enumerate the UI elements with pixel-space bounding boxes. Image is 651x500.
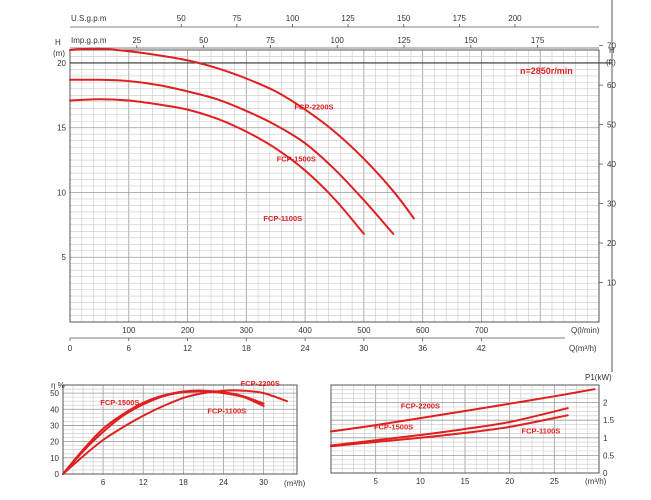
flow-tick-label-m3h: 42 (477, 344, 486, 353)
efficiency-tick-label: 30 (50, 421, 59, 430)
usgpm-tick-label: 75 (232, 14, 241, 23)
head-tick-label-ft: 20 (607, 239, 616, 248)
efficiency-tick-label: 10 (50, 454, 59, 463)
head-curve-label-fcp-1100s: FCP-1100S (263, 214, 302, 223)
power-curve-label-fcp-1500s: FCP-1500S (374, 422, 413, 431)
head-tick-label-ft: 10 (607, 279, 616, 288)
impgpm-tick-label: 50 (199, 36, 208, 45)
flow-tick-label-lmin: 100 (122, 326, 136, 335)
impgpm-tick-label: 100 (331, 36, 345, 45)
efficiency-x-unit: (m³/h) (284, 479, 306, 488)
head-curve-fcp-2200s (69, 47, 415, 220)
efficiency-tick-label: 40 (50, 405, 59, 414)
plot-frame (62, 384, 298, 475)
plot-frame (330, 384, 600, 474)
usgpm-tick-label: 150 (397, 14, 411, 23)
power-x-tick-label: 15 (461, 477, 470, 486)
head-tick-label-ft: 60 (607, 81, 616, 90)
flow-tick-label-lmin: 200 (181, 326, 195, 335)
efficiency-x-tick-label: 18 (179, 478, 188, 487)
head-curve-fcp-1100s (69, 98, 365, 235)
impgpm-tick-label: 150 (464, 36, 478, 45)
efficiency-x-tick-label: 12 (139, 478, 148, 487)
speed-annotation: n=2850r/min (520, 66, 573, 76)
flow-tick-label-m3h: 24 (301, 344, 310, 353)
head-axis-label-left: H (55, 38, 61, 47)
usgpm-tick-label: 100 (286, 14, 300, 23)
efficiency-curve-label-fcp-1500s: FCP-1500S (100, 398, 139, 407)
flow-tick-label-m3h: 30 (359, 344, 368, 353)
head-curve-label-fcp-1500s: FCP-1500S (277, 154, 316, 163)
impgpm-tick-label: 25 (132, 36, 141, 45)
efficiency-chart: 0 10 20 30 40 50 6 12 18 24 30 FCP-2200S FCP-1500S FC… (50, 379, 298, 487)
flow-tick-label-lmin: 700 (475, 326, 489, 335)
impgpm-tick-label: 75 (266, 36, 275, 45)
impgpm-tick-label: 175 (531, 36, 545, 45)
power-tick-label: 0 (603, 469, 608, 478)
flow-tick-label-m3h: 0 (68, 344, 73, 353)
efficiency-tick-label: 0 (55, 470, 60, 479)
efficiency-x-tick-label: 24 (219, 478, 228, 487)
flow-tick-label-lmin: 300 (240, 326, 254, 335)
efficiency-x-tick-label: 6 (101, 478, 106, 487)
head-tick-label-ft: 30 (607, 200, 616, 209)
head-tick-label-ft: 50 (607, 121, 616, 130)
power-axis-label: P1(kW) (585, 373, 612, 382)
power-x-tick-label: 5 (373, 477, 378, 486)
power-x-unit: (m³/h) (585, 477, 607, 486)
head-curve-fcp-1500s (69, 78, 395, 235)
head-axis-unit-right: (ft) (606, 58, 616, 67)
head-axis-label-right: H (609, 46, 615, 55)
head-tick-label-ft: 40 (607, 160, 616, 169)
flow-axis-label-lmin: Q(l/min) (571, 326, 600, 335)
head-tick-label-m: 5 (62, 253, 67, 262)
efficiency-tick-label: 50 (50, 389, 59, 398)
head-axis-unit-left: (m) (53, 49, 65, 58)
efficiency-axis-label: η % (51, 381, 65, 390)
efficiency-curve-label-fcp-2200s: FCP-2200S (241, 379, 280, 388)
flow-tick-label-m3h: 36 (418, 344, 427, 353)
efficiency-curve-fcp-1100s (62, 390, 265, 475)
flow-axis-label-m3h: Q(m³/h) (569, 344, 597, 353)
power-tick-label: 1.5 (603, 416, 615, 425)
flow-tick-label-lmin: 400 (298, 326, 312, 335)
power-curve-fcp-1100s (330, 414, 569, 448)
efficiency-curve-label-fcp-1100s: FCP-1100S (207, 406, 246, 415)
flow-tick-label-m3h: 18 (242, 344, 251, 353)
head-tick-label-m: 20 (57, 59, 66, 68)
usgpm-tick-label: 175 (453, 14, 467, 23)
power-x-tick-label: 25 (550, 477, 559, 486)
usgpm-tick-label: 50 (177, 14, 186, 23)
head-curve-label-fcp-2200s: FCP-2200S (294, 103, 333, 112)
power-curve-label-fcp-1100s: FCP-1100S (522, 427, 561, 436)
flow-tick-label-lmin: 600 (416, 326, 430, 335)
efficiency-curve-fcp-2200s (62, 389, 288, 475)
power-x-tick-label: 10 (416, 477, 425, 486)
power-tick-label: 2 (603, 399, 608, 408)
impgpm-label: Imp.g.p.m (71, 36, 107, 45)
usgpm-tick-label: 125 (341, 14, 355, 23)
flow-tick-label-m3h: 6 (127, 344, 132, 353)
head-tick-label-m: 10 (57, 188, 66, 197)
usgpm-label: U.S.g.p.m (71, 14, 107, 23)
plot-frame (69, 49, 600, 323)
head-tick-label-ft: 70 (607, 42, 616, 51)
power-x-tick-label: 20 (505, 477, 514, 486)
power-curve-fcp-1500s (330, 407, 569, 447)
efficiency-tick-label: 20 (50, 438, 59, 447)
efficiency-x-tick-label: 30 (259, 478, 268, 487)
power-curve-fcp-2200s (330, 388, 596, 433)
flow-tick-label-lmin: 500 (357, 326, 371, 335)
head-tick-label-m: 15 (57, 124, 66, 133)
power-tick-label: 0.5 (603, 451, 615, 460)
usgpm-tick-label: 200 (508, 14, 522, 23)
impgpm-tick-label: 125 (397, 36, 411, 45)
power-curve-label-fcp-2200s: FCP-2200S (401, 402, 440, 411)
power-tick-label: 1 (603, 434, 608, 443)
flow-tick-label-m3h: 12 (183, 344, 192, 353)
